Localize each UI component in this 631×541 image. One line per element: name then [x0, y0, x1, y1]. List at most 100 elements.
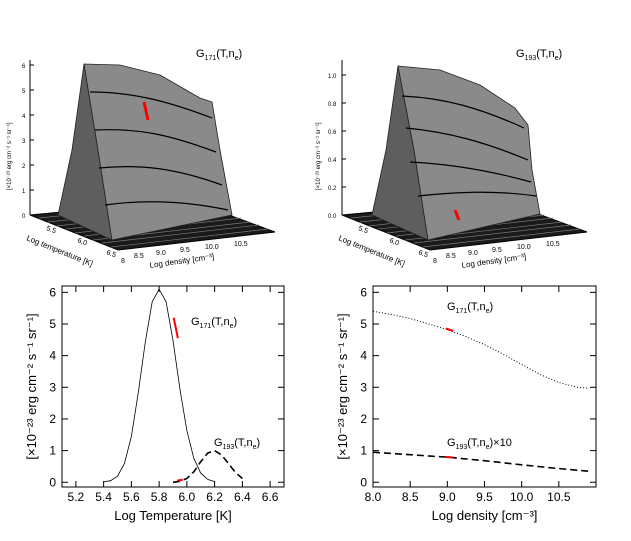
x-tick-label: 5.2	[68, 490, 85, 504]
series-label-part: 193	[223, 444, 235, 451]
x-tick-label: 10.5	[547, 490, 571, 504]
series-label-part: G	[447, 301, 456, 313]
z-tick-label: 0.4	[328, 158, 337, 164]
y-tick-label: 8	[433, 258, 437, 265]
z-tick-label: 2	[22, 164, 26, 170]
y-tick-label: 3	[49, 380, 56, 394]
series-label-part: (T,n	[234, 437, 252, 449]
x-tick-label: 5.6	[123, 490, 140, 504]
series-label-part: )	[257, 437, 261, 449]
y-tick-label: 1	[49, 444, 56, 458]
z-axis-label: [×10⁻²³ erg cm⁻² s⁻¹ sr⁻¹]	[316, 122, 322, 190]
series-label-part: G	[214, 437, 223, 449]
x-tick-label: 6.5	[417, 249, 429, 259]
series-line-1	[172, 449, 243, 484]
y-tick-label: 10.5	[546, 241, 560, 248]
line-plot-temperature: 5.2 5.4 5.6 5.8 6.0 6.2 6.4 6.6 0 1 2 3 4 5 6 Log Tempe…	[24, 285, 285, 523]
series-label-part: 171	[200, 323, 212, 330]
x-axis-label: Log Temperature [K]	[114, 508, 232, 523]
plot-frame	[61, 285, 285, 488]
ridge-surface	[83, 63, 233, 241]
y-tick-label: 10.0	[205, 244, 219, 251]
series-highlight-0	[172, 317, 179, 339]
z-tick-label: 3	[22, 139, 26, 145]
x-tick-label: 5.8	[151, 490, 168, 504]
z-tick-label: 0.0	[328, 214, 337, 220]
series-label-part: 171	[456, 308, 468, 315]
z-ticks	[342, 74, 346, 216]
series-line-1	[372, 451, 589, 472]
density-highlight-marker	[453, 209, 461, 221]
series-label-part: )	[234, 316, 238, 328]
y-tick-label: 2	[360, 412, 367, 426]
x-tick-label: 6.4	[234, 490, 251, 504]
z-tick-label: 0.8	[328, 102, 337, 108]
y-tick-label: 6	[360, 285, 367, 299]
x-tick-label: 8.0	[365, 490, 382, 504]
x-tick-label: 5.5	[357, 225, 369, 235]
x-tick-label: 5.5	[45, 225, 57, 235]
x-tick-label: 6.2	[206, 490, 223, 504]
y-tick-label: 3	[360, 380, 367, 394]
y-axis-label: [×10⁻²³ erg cm⁻² s⁻¹ sr⁻¹]	[335, 313, 350, 459]
y-tick-label: 5	[49, 317, 56, 331]
x-tick-label: 6.6	[262, 490, 279, 504]
y-tick-label: 0	[49, 475, 56, 489]
series-label-part: e	[253, 444, 257, 451]
series-label: G171(T,ne)	[191, 316, 237, 330]
y-tick-label: 8.5	[134, 253, 144, 260]
x-tick-label: 6.5	[105, 249, 117, 259]
y-tick-label: 9.5	[492, 247, 502, 254]
z-tick-label: 1.0	[328, 74, 337, 80]
z-tick-label: 0.6	[328, 130, 337, 136]
z-tick-label: 1	[22, 189, 26, 195]
x-tick-label: 6.0	[179, 490, 196, 504]
y-tick-label: 9.5	[180, 247, 190, 254]
surface-contours	[89, 91, 229, 211]
x-tick-label: 9.0	[439, 490, 456, 504]
series-label-part: 193	[456, 444, 468, 451]
y-tick-label: 10.0	[517, 244, 531, 251]
y-tick-label: 4	[49, 349, 56, 363]
panel-title: G193(T,ne)	[516, 48, 562, 62]
series-highlight-1	[445, 455, 454, 459]
panel-title: G171(T,ne)	[196, 48, 242, 62]
series-label-part: (T,n	[211, 316, 229, 328]
surface-plot-g171: 0 1 2 3 4 5 6 [×10⁻²³ erg cm⁻² s⁻¹ sr⁻¹]	[7, 48, 276, 270]
y-tick-label: 6	[49, 285, 56, 299]
z-tick-label: 0	[22, 214, 26, 220]
z-tick-label: 4	[22, 114, 26, 120]
z-tick-label: 5	[22, 89, 26, 95]
series-line-0	[103, 288, 215, 483]
y-tick-label: 10.5	[234, 241, 248, 248]
surface-plot-g193: 0.0 0.2 0.4 0.6 0.8 1.0 [×10⁻²³ erg cm⁻²…	[316, 48, 588, 270]
series-label-part: e	[486, 308, 490, 315]
x-axis-label: Log density [cm⁻³]	[432, 508, 538, 523]
series-label-part: (T,n	[467, 437, 485, 449]
series-label-part: e	[230, 323, 234, 330]
series-label: G171(T,ne)	[447, 301, 493, 315]
series-highlight-1	[176, 478, 183, 482]
y-tick-label: 9.0	[468, 250, 478, 257]
z-axis-label: [×10⁻²³ erg cm⁻² s⁻¹ sr⁻¹]	[7, 122, 13, 190]
series-label: G193(T,ne)×10	[447, 437, 512, 451]
x-tick-label: 8.5	[402, 490, 419, 504]
x-tick-label: 10.0	[510, 490, 534, 504]
x-tick-label: 6.0	[388, 237, 400, 247]
series-label-part: e	[486, 444, 490, 451]
y-tick-label: 0	[360, 475, 367, 489]
surface-contours	[401, 95, 537, 197]
y-tick-label: 5	[360, 317, 367, 331]
y-tick-label: 8	[121, 258, 125, 265]
series-highlight-0	[445, 327, 454, 332]
y-axis-label: [×10⁻²³ erg cm⁻² s⁻¹ sr⁻¹]	[24, 313, 39, 459]
series-label-part: G	[447, 437, 456, 449]
z-ticks	[30, 64, 34, 216]
x-tick-label: 9.5	[476, 490, 493, 504]
y-tick-label: 9.0	[156, 250, 166, 257]
y-tick-label: 1	[360, 444, 367, 458]
series-label-part: G	[191, 316, 200, 328]
z-tick-label: 0.2	[328, 186, 337, 192]
y-tick-label: 2	[49, 412, 56, 426]
